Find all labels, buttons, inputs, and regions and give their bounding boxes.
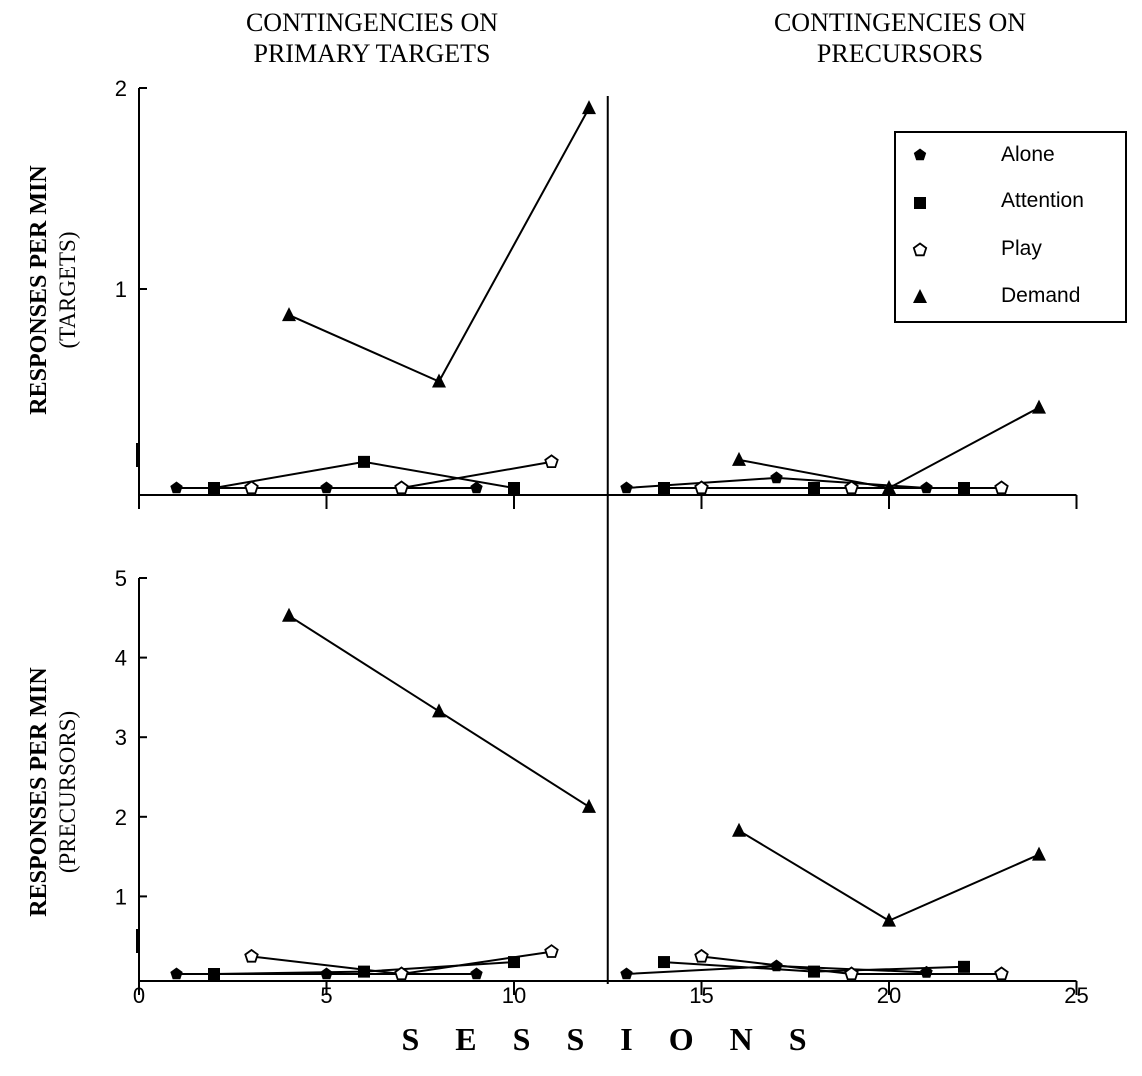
x-tick-label: 15 [689,983,713,1008]
x-tick-label: 20 [877,983,901,1008]
bottom-panel-demand-point [432,703,446,718]
top-panel-alone-point [470,481,483,494]
bottom-panel-play-point [844,966,859,981]
top-panel-ylabel: RESPONSES PER MIN [26,165,52,415]
x-tick-label: 25 [1064,983,1088,1008]
bottom-panel-demand-point [882,912,896,927]
legend-marker-attention [914,197,926,209]
axes-layer: 1 2 1 2 3 4 5 0 5 10 15 20 25 [115,76,1089,1008]
legend-label-demand: Demand [1001,284,1080,307]
bottom-panel-attention-point [808,965,820,978]
bottom-panel-ylabel-sub: (PRECURSORS) [55,711,80,873]
top-panel-demand-point [732,451,746,466]
bottom-panel-series-demand-line [738,829,1040,922]
bottom-panel-y-tick-label: 2 [115,805,127,830]
top-panel-y-tick-label: 1 [115,277,127,302]
bottom-panel-attention-point [208,968,220,980]
bottom-panel-play-point [994,966,1009,981]
column-title-left-line1: CONTINGENCIES ON [246,8,498,37]
legend-marker-demand [913,289,927,303]
bottom-panel-demand-point [582,798,596,813]
bottom-panel-attention-point [358,965,370,978]
legend-label-alone: Alone [1001,143,1055,166]
bottom-panel-demand-point [282,607,296,622]
bottom-panel-ylabel: RESPONSES PER MIN [26,667,52,917]
column-title-right-line1: CONTINGENCIES ON [774,8,1026,37]
series-layer [170,100,1046,981]
bottom-panel-demand-point [1032,846,1046,861]
x-tick-label: 10 [502,983,526,1008]
column-title-left-line2: PRIMARY TARGETS [253,39,490,68]
top-panel-demand-point [582,100,596,115]
top-panel-ylabel-sub: (TARGETS) [55,232,80,349]
top-panel-attention-point [358,455,370,468]
bottom-panel-attention-point [658,956,670,969]
bottom-panel-y-tick-label: 5 [115,566,127,591]
bottom-panel-y-tick-label: 1 [115,884,127,909]
legend-markers [912,148,928,303]
bottom-panel-y-tick-label: 3 [115,725,127,750]
top-panel-alone-point [920,481,933,494]
top-panel-attention-point [958,482,970,494]
top-panel-series-demand-line [288,107,590,383]
top-panel-demand-point [1032,399,1046,414]
x-tick-label: 5 [320,983,332,1008]
bottom-panel-demand-point [732,822,746,837]
legend-label-play: Play [1001,237,1042,260]
top-panel-alone-point [620,481,633,494]
x-tick-label: 0 [133,983,145,1008]
top-panel-attention-point [658,482,670,494]
bottom-panel-alone-point [470,967,483,980]
bottom-panel-play-point [544,944,559,958]
bottom-panel-play-point [394,966,409,981]
top-panel-demand-point [432,373,446,388]
legend-marker-play [912,242,928,257]
column-title-right-line2: PRECURSORS [817,39,983,68]
legend-label-attention: Attention [1001,189,1084,212]
bottom-panel-alone-point [320,967,333,980]
top-panel-play-point [694,480,709,495]
top-panel-attention-point [208,482,220,494]
chart-legend: Alone Attention Play Demand [894,131,1127,323]
legend-box [894,131,1127,323]
bottom-panel-attention-point [508,956,520,969]
x-axis-label: S E S S I O N S [402,1021,821,1057]
bottom-panel-y-tick-label: 4 [115,646,127,671]
top-panel-alone-point [770,471,783,484]
bottom-panel-attention-point [958,960,970,973]
top-panel-series-demand-line [738,406,1040,490]
top-panel-demand-point [282,307,296,322]
bottom-panel-alone-point [620,967,633,980]
bottom-panel-alone-point [770,959,783,972]
top-panel-y-tick-label: 2 [115,76,127,101]
top-panel-alone-point [170,481,183,494]
top-panel-play-point [394,480,409,495]
top-panel-demand-point [882,480,896,494]
bottom-panel-play-point [244,948,259,963]
top-panel-attention-point [808,482,820,494]
top-panel-alone-point [320,481,333,494]
bottom-panel-alone-point [920,965,933,978]
legend-marker-alone [913,148,927,161]
bottom-panel-alone-point [170,967,183,980]
top-panel-play-point [544,454,559,469]
top-panel-play-point [244,480,259,495]
bottom-panel-play-point [694,948,709,963]
top-panel-play-point [994,480,1009,495]
top-panel-attention-point [508,482,520,494]
top-panel-play-point [844,480,859,495]
